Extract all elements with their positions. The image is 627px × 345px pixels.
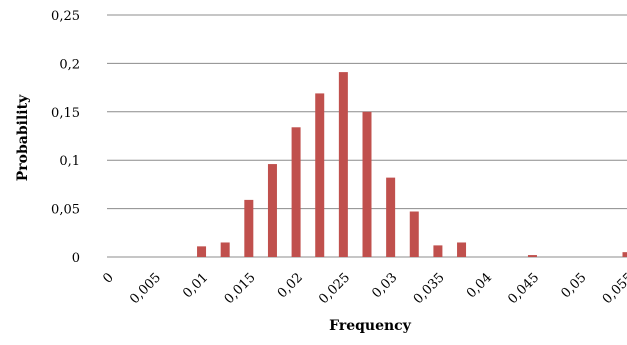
x-tick-label: 0,055 [600, 270, 627, 307]
y-tick-label: 0,15 [51, 106, 80, 121]
bar [410, 212, 419, 257]
x-tick-label: 0,025 [316, 270, 353, 307]
y-tick-label: 0,25 [51, 9, 80, 24]
x-tick-label: 0,01 [180, 270, 211, 301]
bar [197, 246, 206, 257]
x-axis-tick-labels: 0 0,005 0,01 0,015 0,02 0,025 0,03 0,035 0,04 0,0… [100, 270, 627, 307]
y-axis-label: Probability [15, 94, 31, 181]
bar [244, 200, 253, 257]
x-tick-label: 0,035 [411, 270, 448, 307]
bar [339, 72, 348, 257]
y-tick-label: 0,2 [59, 57, 80, 72]
x-tick-label: 0,04 [464, 270, 495, 301]
bar [457, 242, 466, 257]
y-tick-label: 0,1 [59, 154, 80, 169]
x-tick-label: 0,045 [505, 270, 542, 307]
y-axis-tick-labels: 0 0,05 0,1 0,15 0,2 0,25 [51, 9, 80, 266]
bar [292, 127, 301, 257]
x-tick-label: 0,05 [558, 270, 589, 301]
x-axis-label: Frequency [329, 318, 412, 334]
x-tick-label: 0,03 [369, 270, 400, 301]
x-tick-label: 0,015 [222, 270, 259, 307]
x-tick-label: 0,005 [127, 270, 164, 307]
x-tick-label: 0,02 [275, 270, 306, 301]
y-tick-label: 0,05 [51, 203, 80, 218]
bars [197, 72, 627, 257]
bar [433, 245, 442, 257]
x-tick-label: 0 [100, 270, 116, 286]
bar [386, 178, 395, 257]
y-tick-label: 0 [72, 251, 80, 266]
bar [528, 255, 537, 257]
bar [363, 112, 372, 257]
bar [623, 252, 627, 257]
bar [315, 93, 324, 257]
bar [268, 164, 277, 257]
bar [221, 242, 230, 257]
